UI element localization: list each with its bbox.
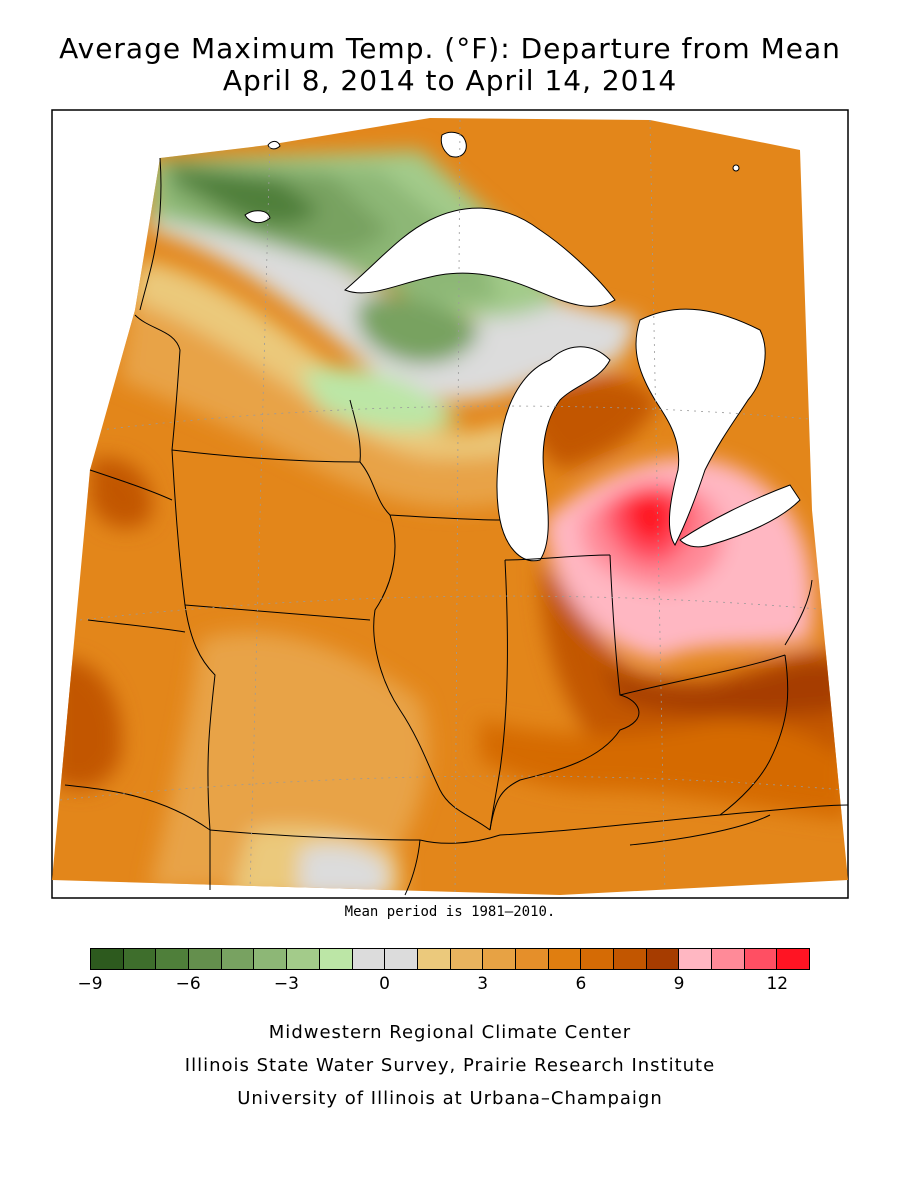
legend-tick-label: −6 xyxy=(175,974,201,994)
legend-swatch xyxy=(548,949,582,969)
map-title: Average Maximum Temp. (°F): Departure fr… xyxy=(59,32,841,65)
lake-michigan xyxy=(496,346,611,562)
legend-swatch xyxy=(417,949,451,969)
legend-swatch xyxy=(385,949,418,969)
legend-swatch xyxy=(712,949,745,969)
legend-tick-label: 9 xyxy=(673,974,685,994)
credit-university: University of Illinois at Urbana–Champai… xyxy=(237,1088,663,1109)
legend-swatch xyxy=(352,949,386,969)
legend-swatch xyxy=(483,949,516,969)
lake-huron xyxy=(635,308,766,546)
legend-swatch xyxy=(189,949,222,969)
legend-swatch xyxy=(450,949,484,969)
legend-tick-label: 12 xyxy=(766,974,789,994)
legend-swatch xyxy=(679,949,713,969)
legend-swatch xyxy=(515,949,549,969)
mean-period-note: Mean period is 1981–2010. xyxy=(344,904,556,920)
map-date-range: April 8, 2014 to April 14, 2014 xyxy=(222,64,678,97)
legend-swatch xyxy=(156,949,190,969)
color-legend xyxy=(90,948,810,970)
legend-swatch xyxy=(123,949,157,969)
legend-tick-label: −3 xyxy=(273,974,299,994)
legend-swatch xyxy=(287,949,320,969)
graticule xyxy=(59,119,846,895)
temperature-departure-map xyxy=(51,109,849,899)
temperature-field xyxy=(52,118,848,895)
great-lakes xyxy=(244,131,801,562)
state-borders xyxy=(64,157,849,896)
legend-tick-label: −9 xyxy=(77,974,103,994)
legend-tick-label: 6 xyxy=(575,974,587,994)
legend-swatch xyxy=(744,949,778,969)
legend-swatch xyxy=(614,949,647,969)
credit-center: Midwestern Regional Climate Center xyxy=(268,1022,632,1043)
legend-swatch xyxy=(254,949,288,969)
legend-tick-label: 0 xyxy=(379,974,390,994)
legend-tick-label: 3 xyxy=(477,974,489,994)
legend-swatch xyxy=(91,949,124,969)
lake-superior xyxy=(344,207,616,307)
legend-swatch xyxy=(581,949,614,969)
credit-survey: Illinois State Water Survey, Prairie Res… xyxy=(184,1055,716,1076)
legend-swatch xyxy=(646,949,680,969)
legend-swatch xyxy=(777,949,810,969)
legend-swatch xyxy=(221,949,255,969)
legend-swatch xyxy=(319,949,353,969)
lake-erie xyxy=(679,484,801,548)
